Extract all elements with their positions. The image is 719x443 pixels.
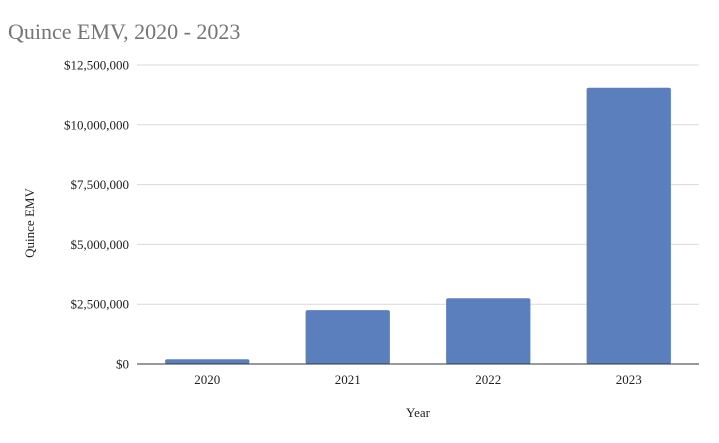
y-tick-label: $5,000,000: [71, 237, 130, 252]
y-tick-label: $0: [116, 357, 129, 372]
bars: [165, 87, 671, 364]
y-axis-title: Quince EMV: [22, 188, 37, 258]
x-axis-title: Year: [406, 405, 431, 420]
x-tick-label: 2023: [616, 372, 642, 387]
bar-2023: [586, 87, 671, 364]
chart-title: Quince EMV, 2020 - 2023: [8, 19, 240, 44]
y-tick-label: $7,500,000: [71, 177, 130, 192]
y-tick-label: $12,500,000: [64, 58, 129, 73]
x-axis-ticks: 2020 2021 2022 2023: [194, 372, 642, 387]
y-tick-label: $2,500,000: [71, 297, 130, 312]
bar-2022: [446, 298, 531, 364]
bar-2020: [165, 359, 250, 364]
y-axis-ticks: $0 $2,500,000 $5,000,000 $7,500,000 $10,000,…: [64, 58, 129, 372]
bar-2021: [305, 310, 390, 364]
y-tick-label: $10,000,000: [64, 117, 129, 132]
x-tick-label: 2020: [194, 372, 220, 387]
x-tick-label: 2021: [335, 372, 361, 387]
x-tick-label: 2022: [475, 372, 501, 387]
